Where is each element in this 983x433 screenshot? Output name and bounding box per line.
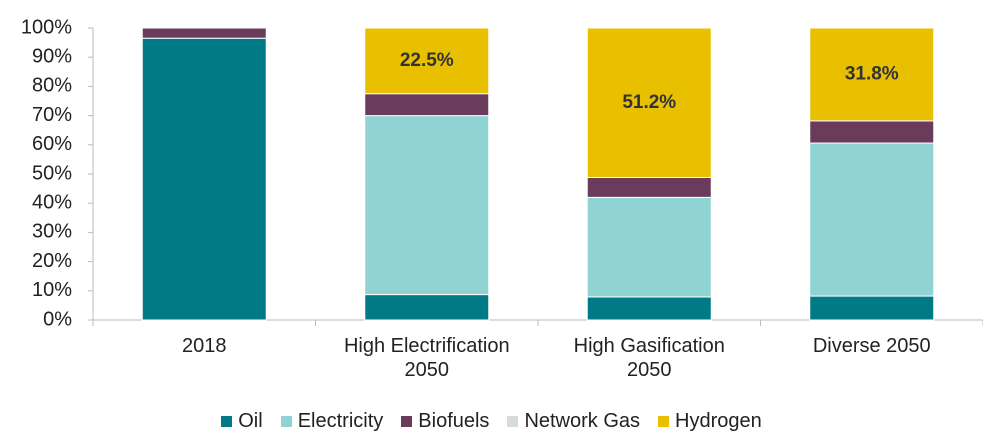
y-tick-label: 0% — [43, 308, 72, 330]
y-tick-label: 60% — [32, 133, 72, 155]
legend-item: Electricity — [280, 410, 384, 433]
legend-swatch — [658, 416, 670, 427]
y-tick-label: 80% — [32, 75, 72, 97]
bar-segment — [586, 177, 712, 198]
bar-segment — [586, 296, 712, 321]
data-label: 31.8% — [845, 63, 899, 84]
legend-swatch — [280, 416, 292, 427]
legend-item: Network Gas — [507, 410, 640, 433]
x-tick-label: 2018 — [182, 335, 227, 357]
legend-item: Hydrogen — [658, 410, 762, 433]
legend-swatch — [401, 416, 413, 427]
bar-segment — [809, 120, 935, 144]
y-tick-label: 70% — [32, 104, 72, 126]
data-label: 51.2% — [622, 92, 676, 113]
legend-label: Network Gas — [524, 410, 641, 432]
x-tick-label: High Electrification 2050 — [343, 335, 510, 381]
bar-segment — [586, 196, 712, 298]
y-tick-label: 50% — [32, 162, 72, 184]
legend-item: Oil — [221, 410, 263, 433]
y-tick-label: 30% — [32, 221, 72, 243]
legend-swatch — [221, 416, 233, 427]
bar-segment — [141, 37, 267, 321]
bar-segment — [586, 27, 712, 179]
x-tick-label: High Gasification 2050 — [573, 335, 725, 381]
x-tick-label: Diverse 2050 — [812, 335, 931, 357]
legend-label: Hydrogen — [675, 410, 762, 432]
y-tick-label: 90% — [32, 45, 72, 67]
bar-segment — [141, 27, 267, 39]
bar-segment — [809, 142, 935, 297]
legend-item: Biofuels — [401, 410, 489, 433]
bar-segment — [809, 295, 935, 321]
bar-segment — [364, 27, 490, 95]
bar-segment — [809, 27, 935, 122]
y-tick-label: 40% — [32, 191, 72, 213]
bar-segment — [364, 294, 490, 321]
bar-segment — [364, 93, 490, 117]
y-tick-label: 100% — [21, 16, 72, 38]
legend: Oil Electricity Biofuels Network Gas Hydroge… — [0, 410, 983, 433]
legend-swatch — [507, 416, 519, 427]
y-tick-label: 20% — [32, 250, 72, 272]
legend-label: Biofuels — [418, 410, 490, 432]
legend-label: Oil — [238, 410, 263, 432]
bar-segment — [364, 115, 490, 296]
data-label: 22.5% — [400, 50, 454, 71]
y-tick-label: 10% — [32, 279, 72, 301]
legend-label: Electricity — [297, 410, 384, 432]
